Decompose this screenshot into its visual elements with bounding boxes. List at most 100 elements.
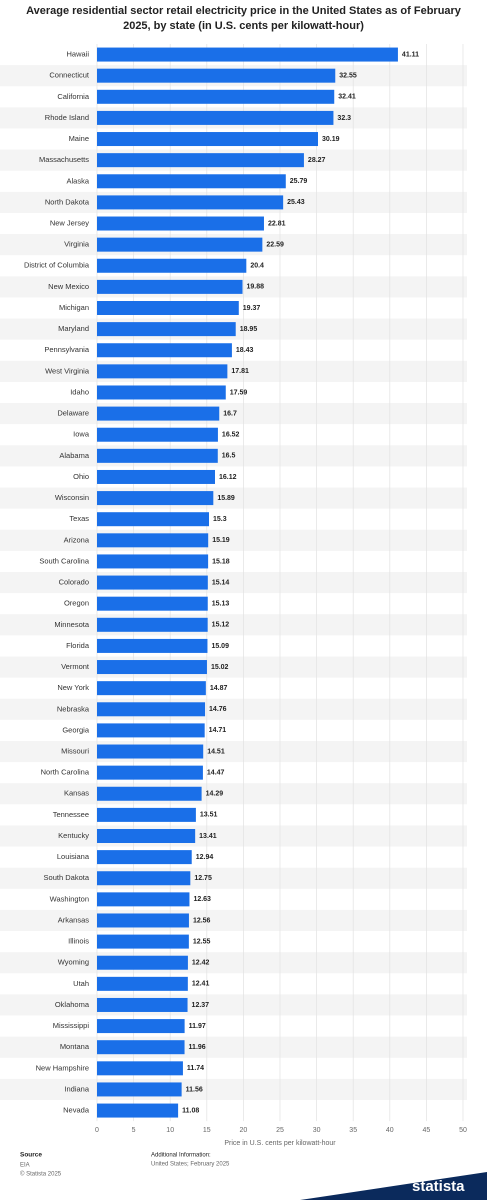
y-tick-label: West Virginia — [45, 366, 90, 375]
value-label: 30.19 — [322, 136, 340, 143]
value-label: 15.19 — [212, 537, 230, 544]
value-label: 41.11 — [402, 51, 419, 58]
bar — [97, 638, 208, 653]
y-tick-label: Pennsylvania — [44, 345, 89, 354]
bar — [97, 533, 209, 548]
y-tick-label: Mississippi — [53, 1021, 90, 1030]
y-tick-label: Arizona — [64, 535, 90, 544]
bar — [97, 976, 188, 991]
value-label: 14.76 — [209, 706, 227, 713]
value-label: 12.37 — [192, 1002, 210, 1009]
y-tick-label: Minnesota — [54, 620, 89, 629]
y-tick-label: Kansas — [64, 789, 89, 798]
value-label: 19.37 — [243, 305, 261, 312]
x-tick-label: 25 — [276, 1127, 284, 1134]
x-tick-label: 0 — [95, 1127, 99, 1134]
y-tick-label: Montana — [60, 1042, 90, 1051]
bar — [97, 258, 247, 273]
x-tick-label: 20 — [240, 1127, 248, 1134]
bar — [97, 786, 202, 801]
y-tick-label: Iowa — [73, 430, 90, 439]
value-label: 17.59 — [230, 389, 248, 396]
bar — [97, 110, 334, 125]
bar — [97, 871, 191, 886]
y-tick-label: Virginia — [64, 240, 90, 249]
y-tick-label: South Carolina — [39, 556, 89, 565]
x-tick-label: 35 — [349, 1127, 357, 1134]
bar — [97, 195, 284, 210]
y-tick-label: Hawaii — [66, 50, 89, 59]
value-label: 12.63 — [193, 896, 211, 903]
value-label: 14.71 — [209, 727, 227, 734]
bar — [97, 575, 208, 590]
bar — [97, 913, 189, 928]
x-tick-label: 15 — [203, 1127, 211, 1134]
value-label: 11.97 — [189, 1023, 206, 1030]
value-label: 15.14 — [212, 579, 230, 586]
bar — [97, 997, 188, 1012]
bar — [97, 216, 264, 231]
y-tick-label: Oklahoma — [55, 1000, 90, 1009]
value-label: 32.3 — [337, 115, 351, 122]
y-tick-label: Rhode Island — [45, 113, 89, 122]
value-label: 18.95 — [240, 326, 258, 333]
bar — [97, 955, 188, 970]
y-tick-label: Nebraska — [57, 704, 90, 713]
y-tick-label: Delaware — [57, 409, 89, 418]
y-tick-label: Oregon — [64, 599, 89, 608]
value-label: 14.29 — [206, 791, 224, 798]
bar — [97, 554, 209, 569]
bar — [97, 322, 236, 337]
value-label: 22.81 — [268, 220, 286, 227]
bar — [97, 153, 304, 168]
bar — [97, 427, 218, 442]
additional-label: Additional Information: — [151, 1153, 211, 1159]
value-label: 25.43 — [287, 199, 305, 206]
value-label: 15.89 — [217, 495, 235, 502]
y-tick-label: Maryland — [58, 324, 89, 333]
value-label: 18.43 — [236, 347, 254, 354]
y-tick-label: North Dakota — [45, 197, 90, 206]
bar — [97, 1082, 182, 1097]
bar — [97, 892, 190, 907]
value-label: 17.81 — [231, 368, 249, 375]
value-label: 12.55 — [193, 938, 211, 945]
value-label: 12.94 — [196, 854, 214, 861]
y-tick-label: Utah — [73, 979, 89, 988]
y-tick-label: Florida — [66, 641, 90, 650]
value-label: 13.41 — [199, 833, 217, 840]
bar — [97, 660, 207, 675]
copyright: © Statista 2025 — [20, 1171, 62, 1178]
value-label: 11.08 — [182, 1107, 199, 1114]
y-tick-label: Wyoming — [58, 958, 89, 967]
value-label: 28.27 — [308, 157, 326, 164]
value-label: 19.88 — [247, 284, 265, 291]
bar — [97, 723, 205, 738]
bar — [97, 469, 215, 484]
value-label: 16.5 — [222, 453, 236, 460]
bar — [97, 364, 228, 379]
bar — [97, 702, 206, 717]
y-tick-label: Massachusetts — [39, 155, 89, 164]
y-tick-label: Nevada — [63, 1106, 90, 1115]
value-label: 12.41 — [192, 981, 210, 988]
x-tick-label: 5 — [132, 1127, 136, 1134]
x-tick-label: 30 — [313, 1127, 321, 1134]
bar — [97, 1061, 183, 1076]
bar — [97, 174, 286, 189]
y-tick-label: Missouri — [61, 747, 89, 756]
bar — [97, 1019, 185, 1034]
chart-title: Average residential sector retail electr… — [26, 5, 461, 32]
value-label: 12.56 — [193, 917, 211, 924]
y-tick-label: Washington — [50, 894, 89, 903]
source-label: Source — [20, 1152, 42, 1159]
value-label: 11.56 — [186, 1086, 203, 1093]
y-tick-label: Illinois — [68, 937, 89, 946]
x-tick-label: 40 — [386, 1127, 394, 1134]
value-label: 16.12 — [219, 474, 237, 481]
bar — [97, 765, 203, 780]
value-label: 15.02 — [211, 664, 229, 671]
bar — [97, 406, 220, 421]
value-label: 15.09 — [211, 643, 229, 650]
